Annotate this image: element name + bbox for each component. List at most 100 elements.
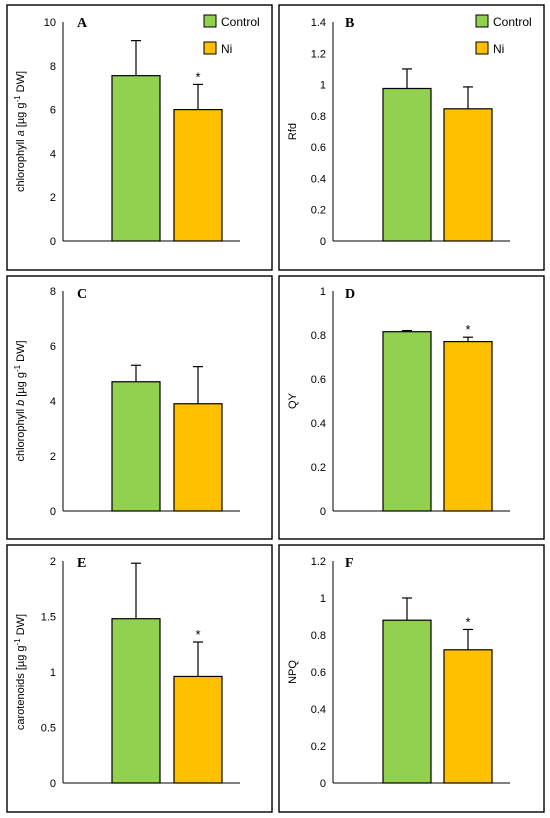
bar-ni [443,649,493,784]
y-tick-label: 8 [50,286,56,298]
panel-d: 0 0.2 0.4 0.6 0.8 1 QY D * [278,275,545,540]
y-axis-title-part: -1 [13,638,22,646]
y-tick-label: 0 [320,778,326,790]
y-tick-label: 0.4 [311,173,326,185]
panel-a-frame [6,4,273,271]
y-tick-label: 4 [50,148,56,160]
y-axis-title-part: DW] [15,71,27,95]
y-tick-label: 1 [320,286,326,298]
y-tick-label: 1 [320,593,326,605]
y-axis-title-part: b [15,400,27,406]
significance-star: * [195,69,200,84]
y-axis-title-part: [µg g [15,103,27,131]
bar-control [382,331,432,512]
y-axis-title-part: a [15,130,27,136]
bar-ni [443,341,493,512]
bar-control [382,87,432,242]
panel-letter: F [345,556,354,571]
panel-c-frame [6,275,273,540]
y-tick-label: 1 [320,80,326,92]
panel-b: 0 0.2 0.4 0.6 0.8 1 1.2 1.4 Rfd B Control Ni [278,4,545,271]
y-axis-title-part: Rfd [287,123,299,140]
y-tick-label: 0.4 [311,418,326,430]
y-tick-label: 6 [50,341,56,353]
y-tick-label: 2 [50,192,56,204]
bar-control [111,381,161,512]
significance-star: * [465,322,470,337]
panel-f: 0 0.2 0.4 0.6 0.8 1 1.2 NPQ F * [278,544,545,813]
y-axis-title: Rfd [287,123,299,140]
legend-label-control: Control [493,15,532,29]
legend-swatch-control [475,14,489,28]
y-tick-label: 1.2 [311,556,326,568]
y-tick-label: 1 [50,667,56,679]
y-tick-label: 0.2 [311,741,326,753]
panel-letter: C [77,287,87,302]
legend-swatch-ni [475,41,489,55]
panel-letter: B [345,16,354,31]
legend-label-ni: Ni [493,42,504,56]
panel-a: 0 2 4 6 8 10 chlorophyll a [µg g-1 DW] A * Contro… [6,4,273,271]
panel-d-frame [278,275,545,540]
y-axis-title-part: chlorophyll [15,136,27,192]
bar-ni [443,108,493,242]
y-axis-title-part: DW] [15,340,27,364]
y-tick-label: 1.2 [311,48,326,60]
significance-star: * [195,627,200,642]
y-tick-label: 1.5 [41,612,56,624]
y-tick-label: 10 [44,17,56,29]
y-axis-title-part: -1 [13,95,22,103]
y-tick-label: 0.8 [311,111,326,123]
y-axis-title: NPQ [287,660,299,684]
panel-letter: E [77,556,86,571]
y-tick-label: 1.4 [311,17,326,29]
panel-e: 0 0.5 1 1.5 2 carotenoids [µg g-1 DW] E * [6,544,273,813]
panel-letter: A [77,16,88,31]
legend-swatch-ni [203,41,217,55]
y-tick-label: 0.5 [41,723,56,735]
y-tick-label: 0.4 [311,704,326,716]
y-tick-label: 0.2 [311,462,326,474]
y-tick-label: 2 [50,556,56,568]
legend-label-ni: Ni [221,42,232,56]
y-tick-label: 0 [50,236,56,248]
bar-ni [173,108,223,242]
bar-control [382,619,432,784]
y-tick-label: 0.8 [311,630,326,642]
y-axis-title-part: DW] [15,614,27,638]
y-axis-title: QY [287,392,299,409]
legend-swatch-control [203,14,217,28]
bar-ni [173,675,223,784]
legend-label-control: Control [221,15,260,29]
panel-c: 0 2 4 6 8 chlorophyll b [µg g-1 DW] C [6,275,273,540]
bar-control [111,618,161,784]
bar-ni [173,403,223,512]
y-axis-title-part: chlorophyll [15,406,27,462]
y-tick-label: 0.6 [311,374,326,386]
y-axis-title: carotenoids [µg g-1 DW] [13,614,27,730]
y-tick-label: 4 [50,396,56,408]
y-tick-label: 0.6 [311,142,326,154]
y-tick-label: 0 [320,236,326,248]
y-tick-label: 0.2 [311,205,326,217]
y-axis-title-part: [µg g [15,372,27,400]
y-tick-label: 0 [50,506,56,518]
y-axis-title-part: QY [287,392,299,409]
bar-control [111,75,161,242]
panel-b-frame [278,4,545,271]
significance-star: * [465,614,470,629]
y-axis-title-part: NPQ [287,660,299,684]
y-tick-label: 0.6 [311,667,326,679]
panel-letter: D [345,287,355,302]
y-tick-label: 8 [50,61,56,73]
y-axis-title: chlorophyll b [µg g-1 DW] [13,340,27,461]
panel-e-frame [6,544,273,813]
y-axis-title-part: carotenoids [µg g [15,645,27,730]
y-tick-label: 2 [50,451,56,463]
panel-f-frame [278,544,545,813]
y-tick-label: 0 [320,506,326,518]
y-axis-title: chlorophyll a [µg g-1 DW] [13,71,27,192]
y-axis-title-part: -1 [13,364,22,372]
y-tick-label: 6 [50,105,56,117]
